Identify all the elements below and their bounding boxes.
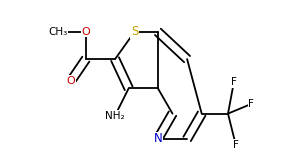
Text: F: F (249, 99, 254, 109)
Text: O: O (67, 75, 76, 86)
Text: F: F (233, 140, 239, 150)
Text: O: O (82, 27, 90, 37)
Text: N: N (153, 133, 162, 145)
Text: CH₃: CH₃ (48, 27, 67, 37)
Text: S: S (131, 25, 138, 38)
Text: NH₂: NH₂ (105, 111, 125, 121)
Text: F: F (231, 77, 237, 88)
